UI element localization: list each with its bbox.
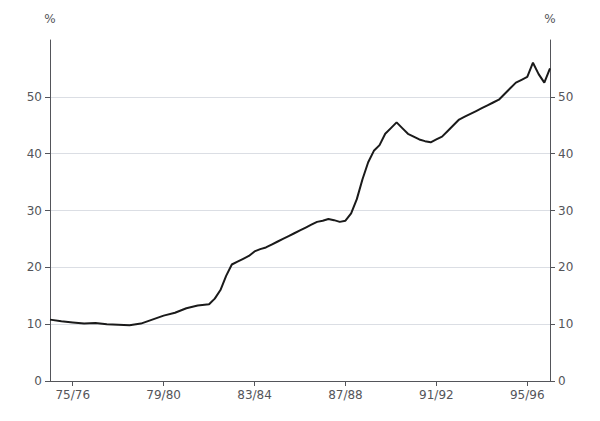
svg-text:50: 50 [558, 90, 573, 104]
svg-text:30: 30 [27, 204, 42, 218]
svg-text:%: % [544, 12, 555, 26]
svg-text:%: % [44, 12, 55, 26]
svg-text:30: 30 [558, 204, 573, 218]
svg-text:95/96: 95/96 [510, 388, 545, 402]
svg-text:0: 0 [34, 374, 42, 388]
svg-text:10: 10 [558, 317, 573, 331]
svg-text:20: 20 [27, 260, 42, 274]
svg-text:20: 20 [558, 260, 573, 274]
svg-text:83/84: 83/84 [237, 388, 272, 402]
svg-text:91/92: 91/92 [419, 388, 454, 402]
svg-text:0: 0 [558, 374, 566, 388]
svg-text:40: 40 [558, 147, 573, 161]
svg-text:79/80: 79/80 [146, 388, 181, 402]
svg-text:75/76: 75/76 [55, 388, 90, 402]
svg-text:50: 50 [27, 90, 42, 104]
svg-text:40: 40 [27, 147, 42, 161]
svg-text:87/88: 87/88 [328, 388, 363, 402]
svg-text:10: 10 [27, 317, 42, 331]
